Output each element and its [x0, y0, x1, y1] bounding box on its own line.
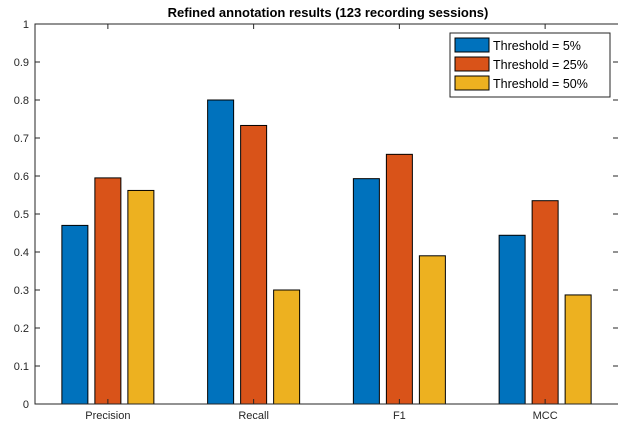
x-tick-label: Precision	[85, 410, 130, 422]
bar-f1-series-1	[352, 178, 380, 405]
legend-swatch	[454, 37, 490, 53]
legend-swatch	[454, 56, 490, 72]
legend-swatch	[454, 75, 490, 91]
bars-layer	[61, 99, 592, 405]
bar-recall-series-2	[240, 124, 268, 405]
y-tick-label: 1	[23, 19, 29, 31]
legend: Threshold = 5% Threshold = 25% Threshold =…	[449, 32, 611, 98]
y-axis: 0 0.1 0.2 0.3 0.4 0.5 0.6 0.7 0.8 0.9 1	[14, 19, 618, 411]
y-tick-label: 0.4	[14, 247, 29, 259]
bar-recall-series-1	[207, 99, 235, 405]
bar-precision-series-2	[94, 177, 122, 405]
y-tick-label: 0.3	[14, 285, 29, 297]
y-tick-label: 0.5	[14, 209, 29, 221]
bar-mcc-series-1	[498, 234, 526, 405]
bar-mcc-series-3	[564, 294, 592, 405]
bar-recall-series-3	[273, 289, 301, 405]
y-tick-label: 0.7	[14, 133, 29, 145]
legend-label: Threshold = 50%	[493, 77, 588, 91]
legend-label: Threshold = 25%	[493, 58, 588, 72]
legend-label: Threshold = 5%	[493, 39, 581, 53]
y-tick-label: 0.1	[14, 361, 29, 373]
bar-f1-series-3	[418, 255, 446, 405]
x-axis: Precision Recall F1 MCC	[85, 24, 558, 422]
bar-f1-series-2	[385, 153, 413, 405]
bar-precision-series-3	[127, 189, 155, 405]
y-tick-label: 0.8	[14, 95, 29, 107]
y-tick-label: 0	[23, 399, 29, 411]
x-tick-label: Recall	[238, 410, 269, 422]
x-tick-label: MCC	[533, 410, 558, 422]
bar-precision-series-1	[61, 224, 89, 405]
x-tick-label: F1	[393, 410, 406, 422]
y-tick-label: 0.6	[14, 171, 29, 183]
chart-title: Refined annotation results (123 recordin…	[168, 5, 489, 20]
y-tick-label: 0.2	[14, 323, 29, 335]
y-tick-label: 0.9	[14, 57, 29, 69]
bar-mcc-series-2	[531, 200, 559, 405]
